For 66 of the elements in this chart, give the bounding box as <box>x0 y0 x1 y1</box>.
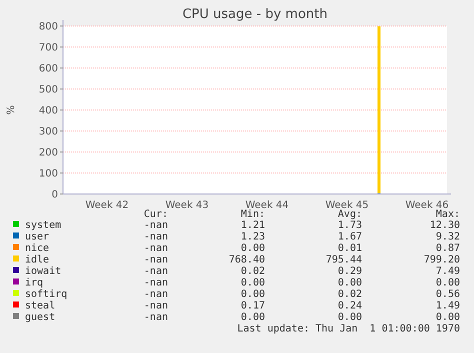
text: -nan <box>144 300 168 312</box>
text: -nan <box>144 254 168 266</box>
text: 9.32 <box>436 232 460 242</box>
legend-label: irq <box>25 278 44 288</box>
legend-label: iowait <box>25 266 62 277</box>
legend-label: user <box>25 232 50 242</box>
text: 0.56 <box>436 289 460 300</box>
legend-label: steal <box>25 300 56 312</box>
text: 12.30 <box>430 220 460 231</box>
text: -nan <box>144 266 168 277</box>
legend-label: softirq <box>25 289 68 300</box>
text: -nan <box>144 243 168 254</box>
text: 1.49 <box>436 300 460 312</box>
text: 7.49 <box>436 266 460 277</box>
y-tick-label: 800 <box>38 22 58 32</box>
x-tick-label: Week 44 <box>245 200 289 211</box>
x-tick-label: Week 43 <box>165 200 209 211</box>
text: -nan <box>144 232 168 242</box>
text: 1.21 <box>240 220 265 231</box>
text: 0.01 <box>338 243 362 254</box>
x-tick-label: Week 46 <box>405 200 449 211</box>
text: 0.00 <box>240 278 265 288</box>
text: 0.00 <box>338 278 362 288</box>
text: 1.67 <box>338 232 362 242</box>
text: 0.24 <box>338 300 362 312</box>
y-tick-label: 500 <box>38 84 58 96</box>
x-tick-label: Week 45 <box>325 200 369 211</box>
text: 0.29 <box>338 266 362 277</box>
y-tick-label: 0 <box>52 190 58 200</box>
chart-title: CPU usage - by month <box>182 7 328 22</box>
legend-label: nice <box>25 243 50 254</box>
text: 0.87 <box>436 243 460 254</box>
text: 0.00 <box>436 278 460 288</box>
text: -nan <box>144 278 168 288</box>
y-tick-label: 200 <box>38 148 58 158</box>
text: 1.73 <box>338 220 362 231</box>
text: Max: <box>436 209 460 220</box>
text: -nan <box>144 289 168 300</box>
text: 0.17 <box>240 300 265 312</box>
text: 0.00 <box>240 312 265 323</box>
y-tick-label: 600 <box>38 64 58 74</box>
y-tick-label: 100 <box>38 168 58 180</box>
text: -nan <box>144 220 168 231</box>
text: 0.00 <box>240 243 265 254</box>
legend-label: idle <box>25 254 50 266</box>
text: Last update: Thu Jan 1 01:00:00 1970 <box>237 324 460 334</box>
legend-label: guest <box>25 312 56 323</box>
legend-label: system <box>25 220 62 231</box>
text: Min: <box>240 209 265 220</box>
text: 768.40 <box>228 254 265 266</box>
y-axis-title: % <box>6 105 17 115</box>
text: Cur: <box>144 209 168 220</box>
text: 0.02 <box>338 289 362 300</box>
text: 0.00 <box>240 289 265 300</box>
text: 799.20 <box>424 254 460 266</box>
x-tick-label: Week 42 <box>85 200 129 211</box>
text: 0.00 <box>338 312 362 323</box>
y-tick-label: 400 <box>38 106 58 116</box>
y-tick-label: 700 <box>38 42 58 54</box>
text: 0.00 <box>436 312 460 323</box>
text: 795.44 <box>326 254 362 266</box>
y-tick-label: 300 <box>38 126 58 138</box>
text: Avg: <box>338 209 362 220</box>
text: 1.23 <box>240 232 265 242</box>
text: 0.02 <box>240 266 265 277</box>
text: -nan <box>144 312 168 323</box>
